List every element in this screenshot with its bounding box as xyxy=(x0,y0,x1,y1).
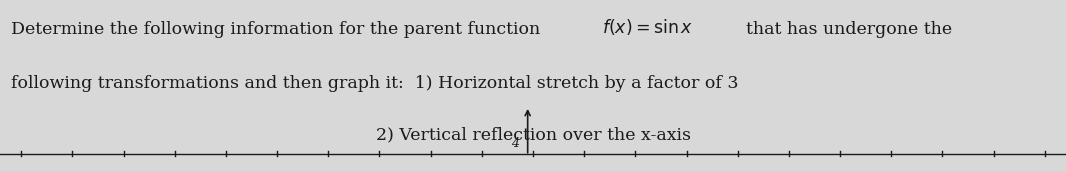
Text: that has undergone the: that has undergone the xyxy=(746,21,952,37)
Text: 2) Vertical reflection over the x-axis: 2) Vertical reflection over the x-axis xyxy=(375,127,691,143)
Text: Determine the following information for the parent function: Determine the following information for … xyxy=(11,21,546,37)
Text: following transformations and then graph it:  1) Horizontal stretch by a factor : following transformations and then graph… xyxy=(11,75,738,92)
Text: 4: 4 xyxy=(511,137,519,150)
Text: $\mathit{f}(x)=\sin x$: $\mathit{f}(x)=\sin x$ xyxy=(602,17,694,37)
